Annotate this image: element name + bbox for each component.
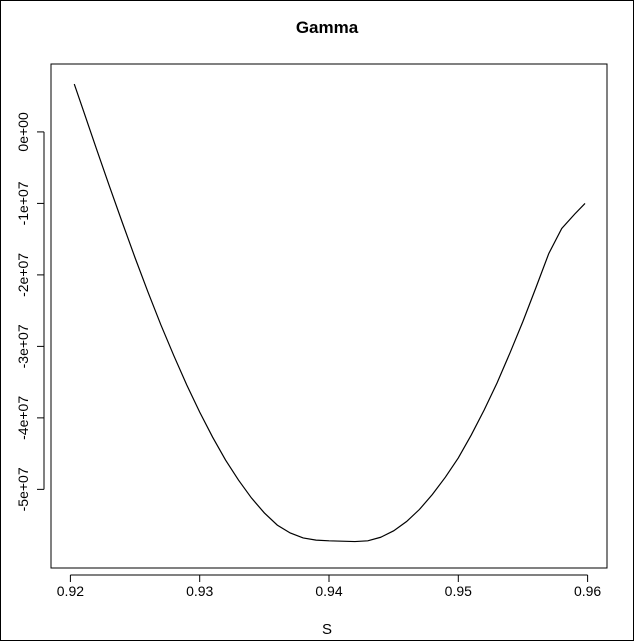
x-tick-label: 0.96: [574, 583, 601, 599]
x-tick-label: 0.92: [57, 583, 84, 599]
y-tick-label: -5e+07: [15, 467, 31, 511]
y-tick-label: -1e+07: [15, 181, 31, 225]
y-tick-label: -3e+07: [15, 324, 31, 368]
x-axis: 0.92 0.93 0.94 0.95 0.96: [57, 574, 601, 599]
y-tick-label: -2e+07: [15, 253, 31, 297]
x-tick-label: 0.93: [186, 583, 213, 599]
x-tick-label: 0.95: [445, 583, 472, 599]
x-axis-title: S: [322, 621, 332, 638]
y-axis: 0e+00 -1e+07 -2e+07 -3e+07 -4e+07 -5e+07: [15, 112, 45, 511]
x-tick-label: 0.94: [315, 583, 342, 599]
y-tick-label: 0e+00: [15, 112, 31, 152]
chart-title: Gamma: [296, 18, 359, 37]
plot-area-box: [50, 63, 608, 569]
y-tick-label: -4e+07: [15, 396, 31, 440]
gamma-series-line: [73, 83, 586, 543]
